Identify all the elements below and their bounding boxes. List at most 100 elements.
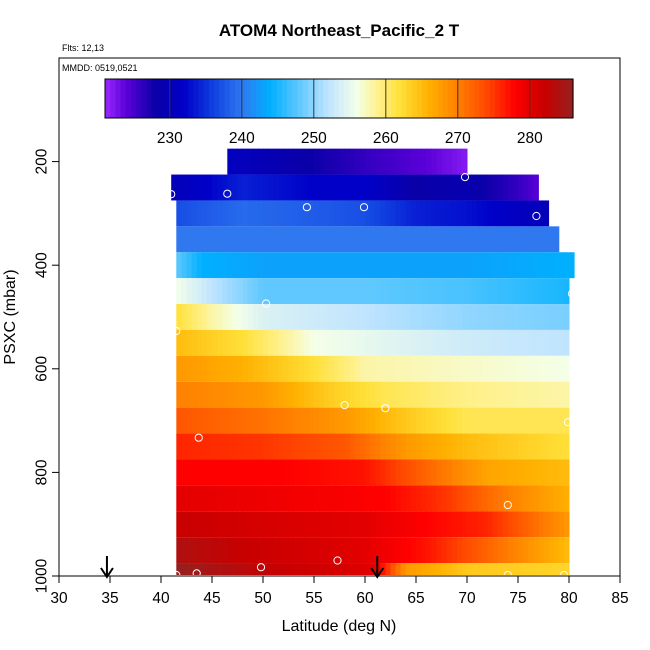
heatmap-cell — [446, 511, 453, 538]
heatmap-cell — [400, 459, 407, 486]
heatmap-cell — [196, 174, 203, 201]
heatmap-cell — [339, 355, 346, 382]
heatmap-cell — [370, 200, 376, 227]
heatmap-cell — [518, 485, 524, 512]
heatmap-cell — [380, 148, 386, 175]
heatmap-cell — [456, 563, 463, 575]
heatmap-cell — [477, 485, 483, 512]
heatmap-cell — [543, 304, 550, 330]
heatmap-cell — [451, 459, 458, 486]
heatmap-cell — [416, 511, 422, 538]
colorbar-swatch — [281, 79, 288, 118]
heatmap-cell — [446, 563, 453, 575]
heatmap-cell — [548, 304, 555, 330]
heatmap-cell — [273, 226, 279, 253]
heatmap-cell — [232, 511, 238, 538]
heatmap-cell — [227, 148, 233, 175]
colorbar-swatch — [536, 79, 543, 118]
heatmap-cell — [523, 304, 529, 330]
heatmap-cell — [492, 563, 499, 575]
heatmap-cell — [319, 174, 325, 201]
heatmap-cell — [446, 459, 453, 486]
heatmap-cell — [329, 304, 335, 330]
heatmap-cell — [308, 226, 315, 253]
heatmap-cell — [385, 329, 391, 356]
heatmap-cell — [472, 278, 478, 305]
heatmap-cell — [329, 148, 335, 175]
heatmap-cell — [523, 485, 529, 512]
heatmap-cell — [548, 537, 555, 564]
heatmap-cell — [375, 200, 381, 227]
heatmap-cell — [400, 355, 407, 382]
heatmap-cell — [370, 433, 376, 460]
heatmap-cell — [492, 174, 499, 201]
colorbar-swatch — [131, 79, 137, 118]
heatmap-cell — [176, 200, 182, 227]
colorbar-swatch — [505, 79, 512, 118]
heatmap-cell — [257, 329, 264, 356]
heatmap-cell — [451, 511, 458, 538]
heatmap-cell — [319, 407, 325, 434]
heatmap-cell — [303, 433, 310, 460]
heatmap-cell — [334, 355, 340, 382]
heatmap-cell — [482, 563, 488, 575]
heatmap-cell — [314, 329, 320, 356]
heatmap-cell — [553, 459, 560, 486]
heatmap-cell — [329, 329, 335, 356]
heatmap-cell — [410, 459, 417, 486]
heatmap-cell — [288, 304, 295, 330]
heatmap-cell — [553, 226, 560, 253]
heatmap-cell — [431, 407, 437, 434]
heatmap-cell — [523, 563, 529, 575]
heatmap-cell — [558, 381, 565, 408]
heatmap-cell — [385, 226, 391, 253]
heatmap-cell — [288, 459, 295, 486]
heatmap-cell — [518, 226, 524, 253]
heatmap-cell — [390, 200, 397, 227]
colorbar-swatch — [385, 79, 392, 118]
sample-point — [302, 203, 311, 212]
colorbar-swatch — [292, 79, 298, 118]
heatmap-cell — [181, 485, 187, 512]
colorbar-swatch — [463, 79, 470, 118]
heatmap-cell — [303, 563, 310, 575]
heatmap-cell — [324, 174, 330, 201]
colorbar-tick-label: 240 — [229, 130, 255, 147]
heatmap-cell — [395, 511, 402, 538]
heatmap-cell — [446, 537, 453, 564]
heatmap-cell — [528, 200, 534, 227]
heatmap-cell — [421, 200, 427, 227]
heatmap-cell — [482, 252, 488, 279]
heatmap-cell — [298, 278, 305, 305]
heatmap-cell — [365, 433, 371, 460]
heatmap-cell — [543, 329, 550, 356]
heatmap-cell — [538, 485, 544, 512]
heatmap-cell — [431, 433, 437, 460]
heatmap-cell — [191, 459, 198, 486]
heatmap-cell — [176, 537, 182, 564]
colorbar-swatch — [110, 79, 116, 118]
heatmap-cell — [461, 174, 468, 201]
chart-title: ATOM4 Northeast_Pacific_2 T — [219, 21, 460, 40]
heatmap-cell — [395, 252, 402, 279]
heatmap-cell — [477, 407, 483, 434]
heatmap-cell — [461, 200, 468, 227]
heatmap-cell — [247, 252, 254, 279]
heatmap-cell — [319, 304, 325, 330]
x-axis-label: Latitude (deg N) — [282, 618, 397, 635]
heatmap-cell — [344, 381, 351, 408]
heatmap-cell — [375, 459, 381, 486]
heatmap-cell — [288, 200, 295, 227]
heatmap-cell — [263, 252, 269, 279]
heatmap-cell — [533, 485, 539, 512]
heatmap-cell — [461, 563, 468, 575]
heatmap-cell — [308, 148, 315, 175]
heatmap-cell — [380, 485, 386, 512]
heatmap-cell — [354, 563, 361, 575]
heatmap-cell — [176, 278, 182, 305]
heatmap-cell — [512, 304, 519, 330]
heatmap-cell — [227, 381, 233, 408]
heatmap-cell — [502, 407, 509, 434]
heatmap-cell — [212, 381, 218, 408]
heatmap-cell — [528, 174, 534, 201]
